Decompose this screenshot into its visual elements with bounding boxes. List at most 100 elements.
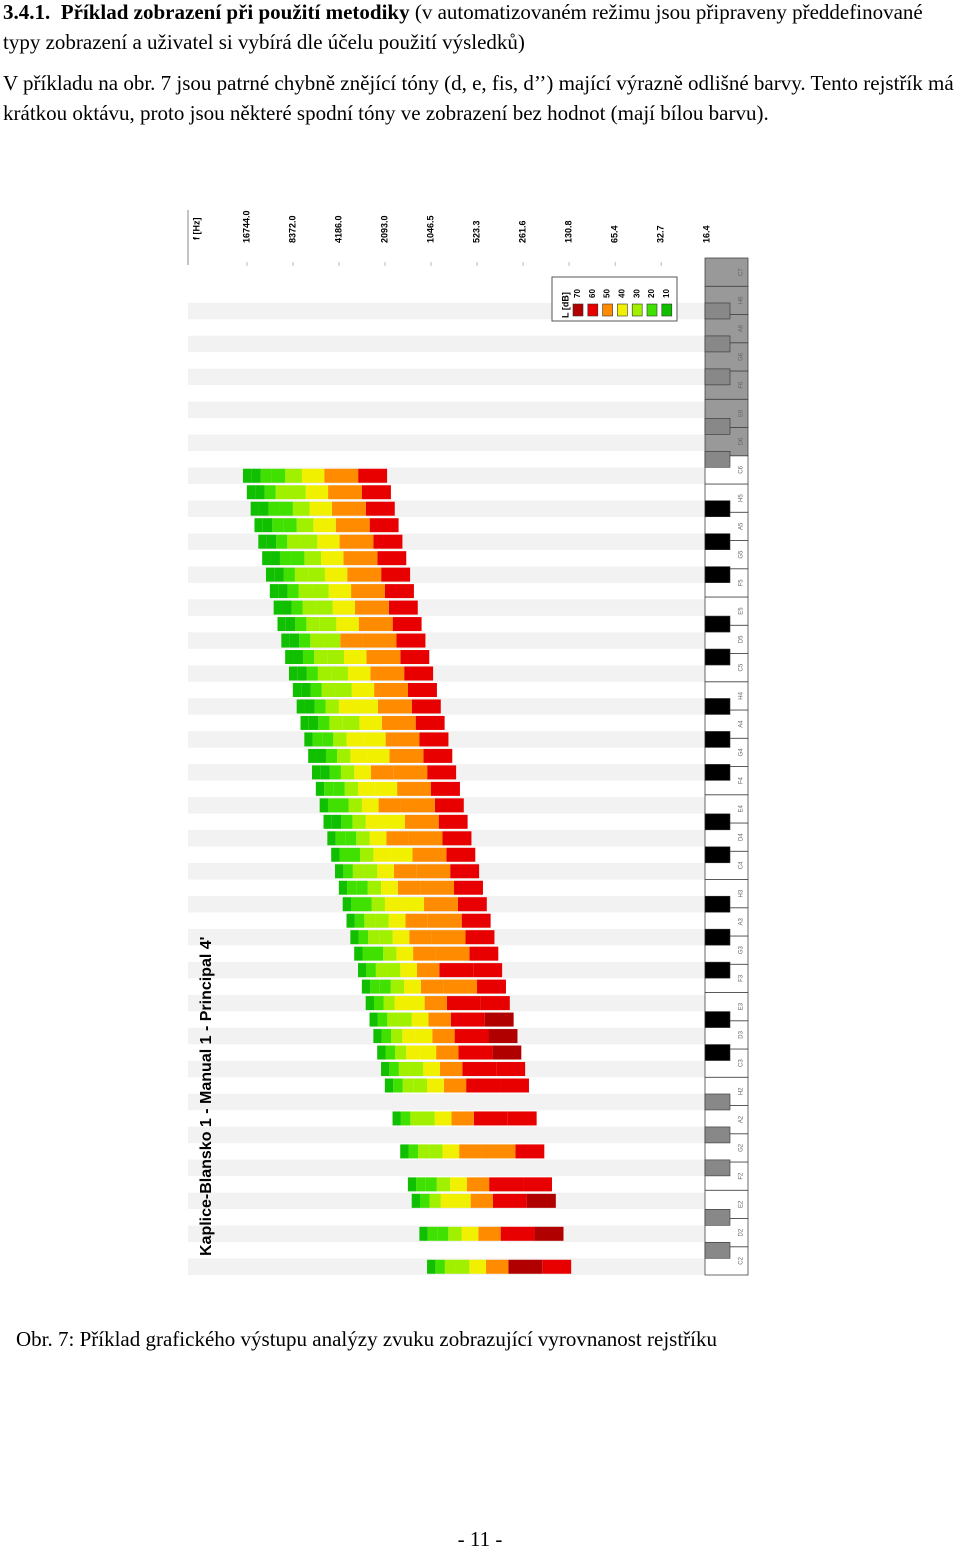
- heat-cell: [382, 814, 405, 829]
- heat-cell: [377, 864, 394, 879]
- heat-cell: [358, 963, 367, 978]
- key-label: F5: [739, 579, 745, 587]
- heat-cell: [438, 814, 468, 829]
- heat-cell: [383, 996, 395, 1011]
- heat-cell: [375, 913, 389, 928]
- heat-cell: [276, 534, 288, 549]
- heat-cell: [365, 814, 383, 829]
- figure: f [Hz] 16744.0 8372.0 4186.0 2093.0 1046.5 523…: [187, 210, 749, 1276]
- white-key: [704, 257, 749, 287]
- black-key: [704, 846, 731, 864]
- key-label: G3: [739, 945, 745, 954]
- heat-cell: [315, 600, 333, 615]
- heat-cell: [396, 633, 426, 648]
- heat-cell: [404, 666, 434, 681]
- heat-cell: [336, 617, 359, 632]
- heat-cell: [431, 781, 460, 796]
- x-tick-label: 2093.0: [379, 215, 389, 243]
- legend-label: 20: [647, 289, 656, 298]
- heat-cell: [409, 930, 432, 945]
- heat-cell: [366, 963, 376, 978]
- heat-cell: [321, 682, 336, 697]
- heat-cell: [401, 897, 424, 912]
- key-label: H4: [739, 691, 745, 699]
- heat-cell: [419, 1045, 437, 1060]
- heat-cell: [500, 1078, 529, 1093]
- heat-cell: [443, 1078, 467, 1093]
- heat-cell: [507, 1111, 537, 1126]
- heat-cell: [310, 682, 322, 697]
- black-key: [704, 566, 731, 583]
- x-tick-label: 261.6: [517, 220, 527, 243]
- heat-cell: [289, 485, 306, 500]
- heat-cell: [323, 814, 332, 829]
- heat-cell: [413, 1078, 428, 1093]
- heat-cell: [534, 1226, 564, 1241]
- heat-cell: [356, 831, 370, 846]
- heat-cell: [337, 748, 351, 763]
- heat-cell: [300, 534, 318, 549]
- heat-cell: [289, 633, 300, 648]
- heat-cell: [302, 650, 315, 665]
- heat-cell: [400, 1144, 409, 1159]
- heat-cell: [508, 1259, 543, 1274]
- key-label: F3: [739, 974, 745, 982]
- black-key: [704, 1044, 731, 1061]
- heat-cell: [291, 551, 305, 566]
- key-label: G2: [739, 1143, 745, 1152]
- heat-cell: [439, 1062, 463, 1077]
- heat-cell: [342, 715, 360, 730]
- black-key: [704, 813, 731, 831]
- black-key: [704, 418, 731, 435]
- heat-cell: [324, 781, 334, 796]
- section-title: Příklad zobrazení při použití metodiky: [60, 0, 410, 24]
- heat-cell: [427, 913, 462, 928]
- key-label: C6: [739, 465, 745, 473]
- heat-cell: [442, 831, 472, 846]
- heat-cell: [406, 1045, 420, 1060]
- black-key: [704, 1126, 731, 1144]
- heat-cell: [258, 534, 267, 549]
- heat-cell: [453, 1193, 471, 1208]
- heat-cell: [264, 485, 276, 500]
- heat-cell: [398, 1012, 412, 1027]
- row-band: [188, 1159, 705, 1177]
- key-label: D3: [739, 1030, 745, 1038]
- heat-cell: [496, 1062, 526, 1077]
- legend-title: L [dB]: [560, 292, 570, 318]
- x-tick-label: 1046.5: [425, 215, 435, 243]
- heat-cell: [294, 567, 309, 582]
- heat-cell: [246, 485, 256, 500]
- heat-cell: [288, 666, 298, 681]
- heat-cell: [420, 1193, 430, 1208]
- heat-cell: [361, 485, 391, 500]
- heat-cell: [392, 1111, 401, 1126]
- x-tick-label: 523.3: [471, 220, 481, 243]
- heat-cell: [492, 1193, 527, 1208]
- heat-cell: [365, 501, 395, 516]
- heat-cell: [327, 831, 336, 846]
- heat-cell: [373, 534, 403, 549]
- heat-cell: [451, 1111, 474, 1126]
- heat-cell: [381, 1062, 390, 1077]
- black-key: [704, 615, 731, 633]
- heat-cell: [420, 880, 455, 895]
- row-band: [188, 632, 705, 649]
- heat-cell: [313, 518, 336, 533]
- heat-cell: [373, 1029, 382, 1044]
- heat-cell: [466, 1078, 501, 1093]
- legend-swatch: [617, 303, 628, 317]
- heat-cell: [484, 1012, 514, 1027]
- heat-cell: [360, 847, 374, 862]
- black-key: [704, 928, 731, 946]
- legend-swatch: [587, 303, 599, 317]
- heat-cell: [408, 1144, 419, 1159]
- heat-cell: [416, 1177, 426, 1192]
- heat-cell: [489, 1177, 524, 1192]
- heat-cell: [412, 847, 447, 862]
- key-label: E5: [739, 607, 745, 615]
- heat-cell: [388, 600, 418, 615]
- heat-cell: [304, 732, 313, 747]
- heat-cell: [439, 963, 474, 978]
- key-label: F2: [739, 1172, 745, 1180]
